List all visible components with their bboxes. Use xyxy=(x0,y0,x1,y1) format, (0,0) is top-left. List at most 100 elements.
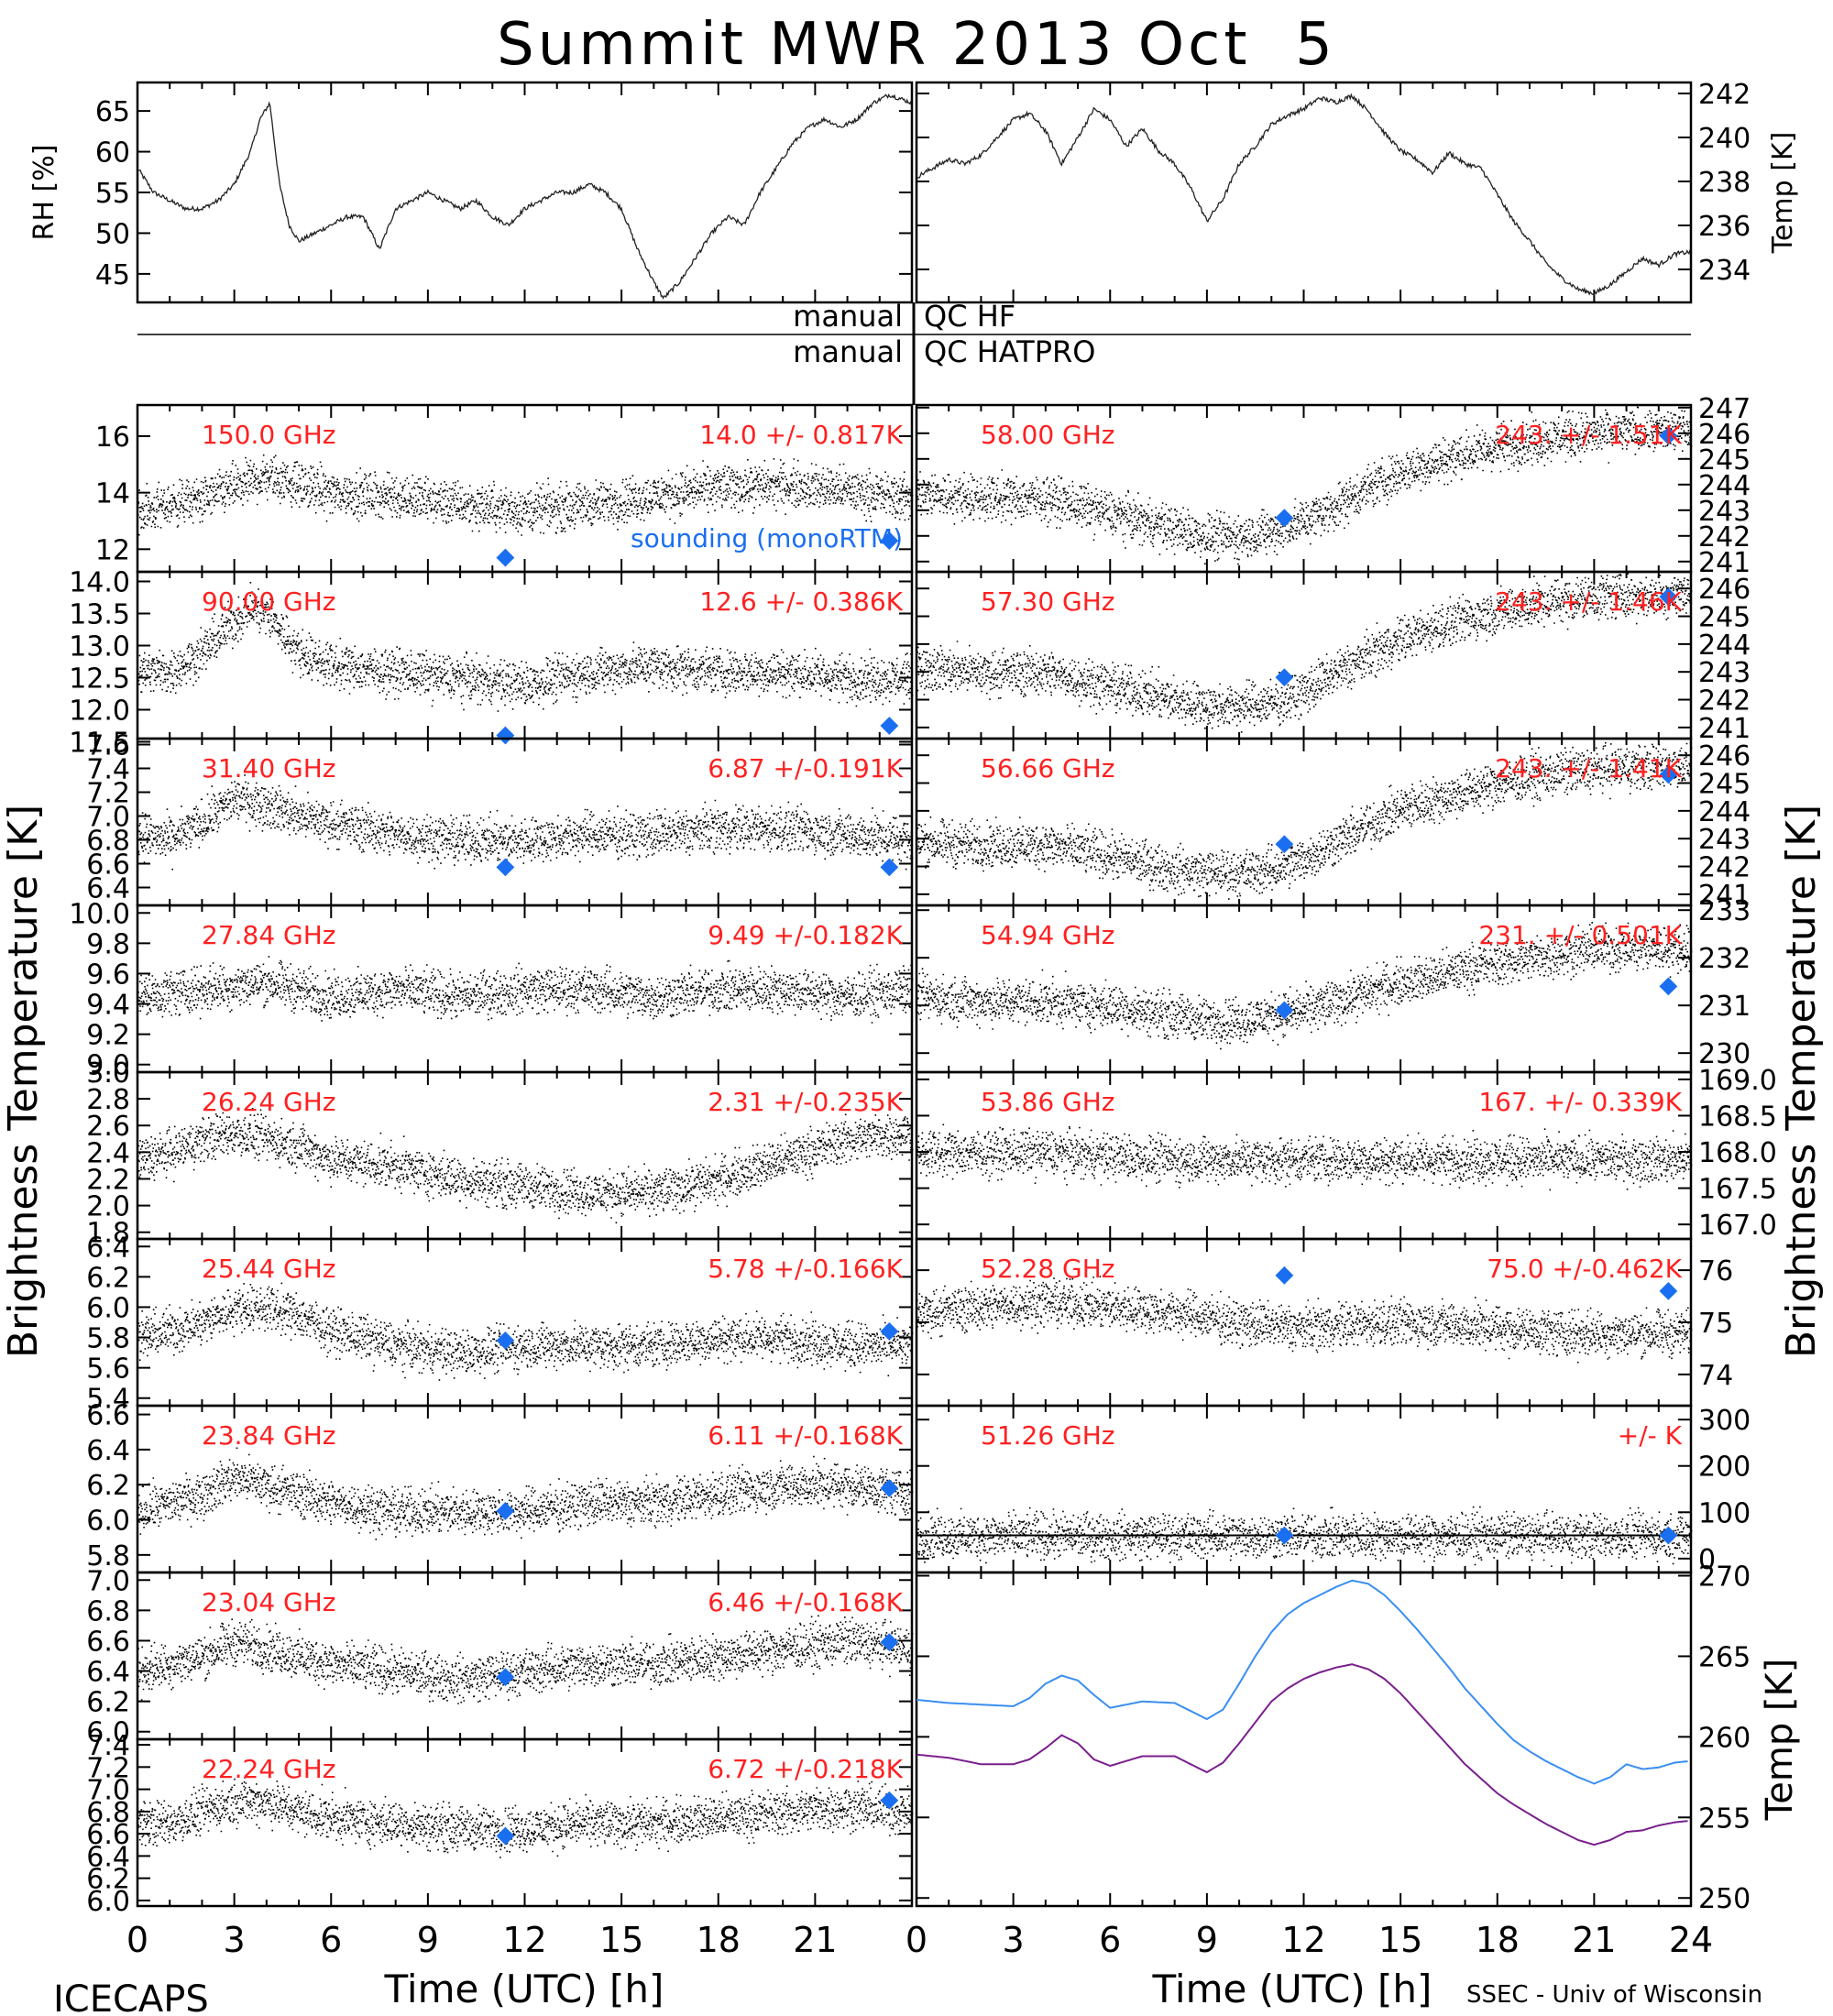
channel-label: 150.0 GHz xyxy=(202,420,336,450)
y-tick-label: 245 xyxy=(1698,769,1751,801)
series-line-hf xyxy=(916,1663,1688,1846)
y-tick-label: 240 xyxy=(1698,123,1751,155)
y-tick-label: 243 xyxy=(1698,496,1751,528)
x-tick-label: 21 xyxy=(793,1920,837,1960)
panel-23-84-ghz: 5.86.0 6.26.46.6 23.84 GHz 6.11 +/-0.168K xyxy=(86,1400,914,1574)
series-line xyxy=(916,93,1691,296)
channel-label: 22.24 GHz xyxy=(202,1754,336,1784)
channel-label: 58.00 GHz xyxy=(981,420,1115,450)
x-tick-label: 24 xyxy=(1669,1920,1713,1960)
brightness-temperature-trace xyxy=(137,1777,914,1858)
channel-label: 51.26 GHz xyxy=(981,1420,1115,1451)
channel-label: 52.28 GHz xyxy=(981,1254,1115,1284)
sounding-marker xyxy=(1275,835,1294,854)
y-tick-label: 168.0 xyxy=(1698,1137,1777,1169)
y-tick-label: 2.6 xyxy=(86,1111,130,1143)
panel-23-04-ghz: 6.06.26.46.66.87.0 23.04 GHz 6.46 +/-0.168… xyxy=(86,1565,914,1749)
channel-stat: 243. +/- 1.51K xyxy=(1495,420,1682,450)
x-tick-label: 9 xyxy=(1196,1920,1218,1960)
y-tick-label: 246 xyxy=(1698,419,1751,451)
y-tick-label: 231 xyxy=(1698,991,1751,1023)
brightness-temperature-trace xyxy=(137,956,914,1024)
channel-stat: 231. +/- 0.501K xyxy=(1478,920,1682,950)
sounding-marker xyxy=(880,531,899,550)
sounding-marker xyxy=(880,1791,899,1810)
y-tick-label: 12.0 xyxy=(69,696,130,728)
channel-stat: 75.0 +/-0.462K xyxy=(1487,1254,1682,1284)
x-tick-label: 15 xyxy=(599,1920,643,1960)
x-axis-label-right: Time (UTC) [h] xyxy=(1152,1967,1432,2011)
y-tick-label: 241 xyxy=(1698,713,1751,745)
y-tick-label: 238 xyxy=(1698,167,1751,199)
brightness-temperature-trace xyxy=(916,1276,1693,1364)
y-tick-label: 2.8 xyxy=(86,1084,130,1116)
y-tick-label: 50 xyxy=(95,218,130,250)
y-tick-label: 6.2 xyxy=(86,1470,130,1502)
y-tick-label: 7.2 xyxy=(86,778,130,810)
channel-label: 23.04 GHz xyxy=(202,1587,336,1617)
x-tick-label: 0 xyxy=(906,1920,927,1960)
y-tick-label: 200 xyxy=(1698,1452,1751,1484)
y-tick-label: 3.0 xyxy=(86,1057,130,1090)
y-tick-label: 9.8 xyxy=(86,928,130,960)
panel-90-00-ghz: 11.512.012.513.013.514.0 90.00 GHz 12.6 +/… xyxy=(69,567,914,760)
y-tick-label: 7.4 xyxy=(86,754,130,786)
y-tick-label: 6.8 xyxy=(86,1595,130,1627)
y-tick-label: 6.0 xyxy=(86,1506,130,1538)
channel-stat: 6.46 +/-0.168K xyxy=(708,1587,903,1617)
qc-hatpro-left-label: manual xyxy=(793,334,903,369)
sounding-marker xyxy=(1659,1526,1678,1545)
y-tick-label: 7.0 xyxy=(86,1565,130,1597)
y-tick-label: 2.2 xyxy=(86,1164,130,1196)
x-tick-label: 6 xyxy=(320,1920,342,1960)
y-tick-label: 6.6 xyxy=(86,849,130,882)
sounding-marker xyxy=(1659,587,1678,607)
y-tick-label: 75 xyxy=(1698,1308,1733,1340)
sounding-marker xyxy=(1275,668,1294,687)
y-tick-label: 265 xyxy=(1698,1641,1751,1673)
legend-sounding: sounding (monoRTM) xyxy=(631,523,903,553)
channel-label: 54.94 GHz xyxy=(981,920,1115,950)
figure-title: Summit MWR 2013 Oct 5 xyxy=(497,11,1336,79)
panel-temp: 234 236 238 240 242 Temp [K] xyxy=(915,79,1799,304)
y-tick-label: 6.8 xyxy=(86,826,130,858)
channel-stat: 243. +/- 1.46K xyxy=(1495,586,1682,617)
y-tick-label: 6.0 xyxy=(86,1886,130,1918)
channel-stat: 6.11 +/-0.168K xyxy=(708,1420,903,1451)
y-tick-label: 5.4 xyxy=(86,1384,130,1416)
brightness-temperature-trace xyxy=(916,1123,1693,1191)
y-tick-label: 7.0 xyxy=(86,1775,130,1807)
y-tick-label: 168.5 xyxy=(1698,1101,1777,1133)
y-tick-label: 13.0 xyxy=(69,631,130,663)
x-tick-label: 12 xyxy=(502,1920,546,1960)
channel-label: 90.00 GHz xyxy=(202,586,336,617)
channel-label: 53.86 GHz xyxy=(981,1087,1115,1117)
y-tick-label: 9.4 xyxy=(86,990,130,1022)
sounding-marker xyxy=(496,858,515,877)
y-tick-label: 236 xyxy=(1698,211,1751,243)
sounding-marker xyxy=(496,726,515,745)
channel-label: 25.44 GHz xyxy=(202,1254,336,1284)
sounding-marker xyxy=(1275,509,1294,528)
channel-stat: 9.49 +/-0.182K xyxy=(708,920,903,950)
y-tick-label: 0 xyxy=(1698,1544,1716,1576)
y-axis-label-right: Brightness Temperature [K] xyxy=(1778,805,1825,1358)
sounding-marker xyxy=(880,1479,899,1497)
y-tick-label: 245 xyxy=(1698,602,1751,634)
x-tick-label: 21 xyxy=(1572,1920,1616,1960)
y-tick-label: 10.0 xyxy=(69,898,130,930)
y-tick-label: 5.8 xyxy=(86,1540,130,1572)
y-tick-label: 60 xyxy=(95,137,130,170)
y-tick-label: 244 xyxy=(1698,630,1751,662)
footer-right-text: SSEC - Univ of Wisconsin xyxy=(1466,1981,1762,2009)
y-tick-label: 7.6 xyxy=(86,730,130,762)
x-tick-label: 0 xyxy=(126,1920,148,1960)
sounding-marker xyxy=(1659,977,1678,996)
y-axis-label: Temp [K] xyxy=(1767,132,1799,255)
channel-label: 26.24 GHz xyxy=(202,1087,336,1117)
y-axis-label-left: Brightness Temperature [K] xyxy=(0,805,47,1358)
sounding-marker xyxy=(496,1668,515,1687)
panel-26-24-ghz: 1.82.02.22.42.62.83.0 26.24 GHz 2.31 +/-0.… xyxy=(86,1057,914,1250)
x-tick-label: 6 xyxy=(1099,1920,1121,1960)
